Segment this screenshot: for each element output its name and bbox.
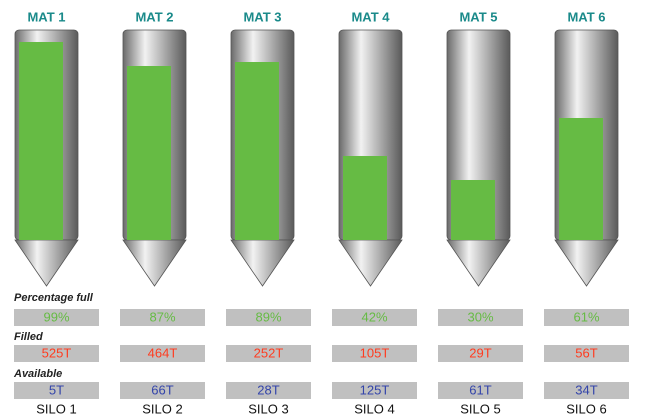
filled-value: 252T <box>254 345 284 360</box>
silo-cone <box>338 239 403 287</box>
silo-cone <box>122 239 187 287</box>
fill-level <box>235 62 279 240</box>
silo-cone <box>554 239 619 287</box>
percent-value: 42% <box>361 309 387 324</box>
available-value: 28T <box>257 382 279 397</box>
value-box <box>544 345 629 362</box>
fill-level <box>127 66 171 240</box>
material-label: MAT 2 <box>135 9 173 24</box>
filled-value: 464T <box>148 345 178 360</box>
fill-level <box>559 118 603 240</box>
silo-name: SILO 1 <box>36 401 76 416</box>
available-value: 125T <box>360 382 390 397</box>
fill-level <box>19 42 63 240</box>
value-box <box>438 309 523 326</box>
silo-name: SILO 4 <box>354 401 394 416</box>
value-box <box>438 382 523 399</box>
value-box <box>544 382 629 399</box>
value-box <box>226 345 311 362</box>
silo-name: SILO 2 <box>142 401 182 416</box>
silo-name: SILO 5 <box>460 401 500 416</box>
value-box <box>332 345 417 362</box>
silo-name: SILO 6 <box>566 401 606 416</box>
silo-cone <box>14 239 79 287</box>
silo-cone <box>446 239 511 287</box>
filled-value: 29T <box>469 345 491 360</box>
value-box <box>120 382 205 399</box>
material-label: MAT 3 <box>243 9 281 24</box>
available-value: 34T <box>575 382 597 397</box>
percent-value: 30% <box>467 309 493 324</box>
value-box <box>226 382 311 399</box>
filled-value: 525T <box>42 345 72 360</box>
percent-value: 87% <box>149 309 175 324</box>
percent-value: 61% <box>573 309 599 324</box>
row-label: Percentage full <box>14 292 94 304</box>
value-box <box>332 309 417 326</box>
row-label: Available <box>13 368 62 380</box>
value-box <box>332 382 417 399</box>
value-box <box>544 309 629 326</box>
available-value: 5T <box>49 382 64 397</box>
material-label: MAT 4 <box>351 9 390 24</box>
silo-name: SILO 3 <box>248 401 288 416</box>
value-box <box>120 345 205 362</box>
percent-value: 89% <box>255 309 281 324</box>
value-box <box>120 309 205 326</box>
fill-level <box>451 180 495 240</box>
material-label: MAT 1 <box>27 9 65 24</box>
value-box <box>14 345 99 362</box>
material-label: MAT 5 <box>459 9 497 24</box>
available-value: 66T <box>151 382 173 397</box>
fill-level <box>343 156 387 240</box>
row-label: Filled <box>14 331 43 343</box>
value-box <box>14 309 99 326</box>
material-label: MAT 6 <box>567 9 605 24</box>
value-box <box>226 309 311 326</box>
available-value: 61T <box>469 382 491 397</box>
value-box <box>438 345 523 362</box>
filled-value: 105T <box>360 345 390 360</box>
value-box <box>14 382 99 399</box>
silo-cone <box>230 239 295 287</box>
percent-value: 99% <box>43 309 69 324</box>
filled-value: 56T <box>575 345 597 360</box>
